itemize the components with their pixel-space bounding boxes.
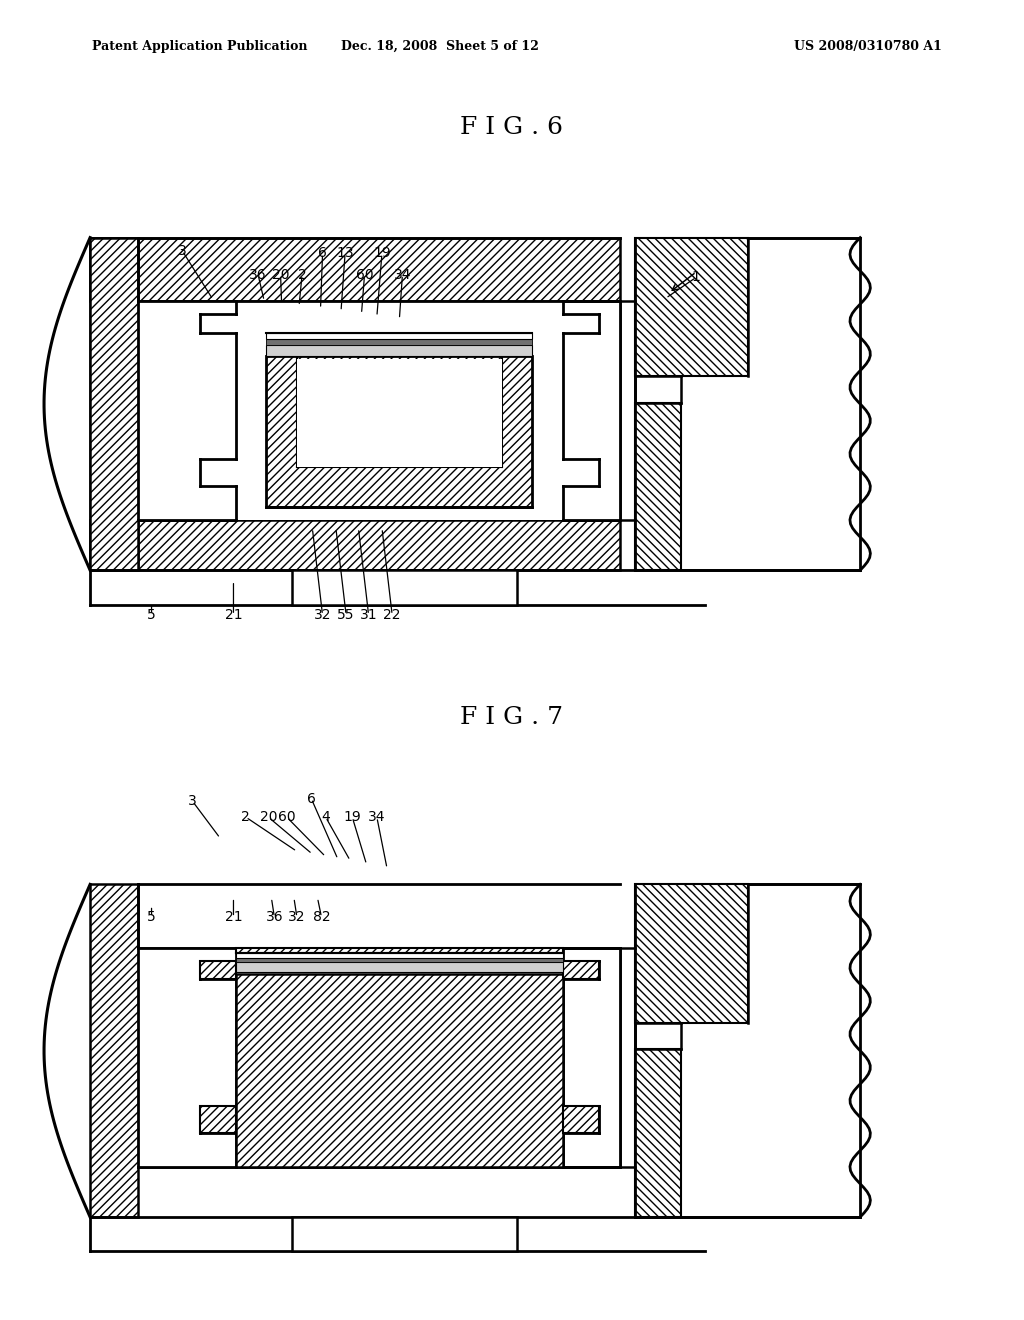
Bar	[200, 459, 236, 486]
Text: 21: 21	[224, 609, 243, 622]
Text: 3: 3	[178, 244, 186, 257]
Bar	[635, 884, 748, 1023]
Text: 21: 21	[224, 911, 243, 924]
Bar	[635, 884, 860, 1217]
Polygon shape	[90, 238, 236, 570]
Bar	[138, 301, 620, 520]
Bar	[236, 974, 563, 1167]
Text: 19: 19	[373, 247, 391, 260]
Bar	[200, 1106, 236, 1133]
Text: 22: 22	[383, 609, 401, 622]
Bar	[635, 403, 681, 570]
Bar	[236, 962, 563, 972]
Bar	[266, 345, 532, 356]
Text: Patent Application Publication: Patent Application Publication	[92, 40, 307, 53]
Bar	[563, 314, 599, 333]
Text: 32: 32	[288, 911, 306, 924]
Text: 55: 55	[337, 609, 355, 622]
Text: 5: 5	[147, 911, 156, 924]
Bar	[635, 238, 748, 376]
Text: 31: 31	[359, 609, 378, 622]
Text: 20: 20	[271, 268, 290, 281]
Bar	[236, 953, 563, 958]
Text: 4: 4	[322, 810, 330, 824]
Bar	[563, 1106, 599, 1133]
Bar	[200, 961, 236, 979]
Text: 2: 2	[298, 268, 306, 281]
Bar	[635, 1049, 681, 1217]
Bar	[236, 958, 563, 962]
Text: 34: 34	[368, 810, 386, 824]
Text: 13: 13	[336, 247, 354, 260]
Text: F I G . 6: F I G . 6	[461, 116, 563, 139]
Text: 19: 19	[343, 810, 361, 824]
Bar	[200, 314, 236, 333]
Text: 82: 82	[312, 911, 331, 924]
Bar	[236, 948, 563, 953]
Text: 34: 34	[393, 268, 412, 281]
Text: 20: 20	[259, 810, 278, 824]
Text: 6: 6	[307, 792, 315, 805]
Text: 2: 2	[242, 810, 250, 824]
Bar	[563, 961, 599, 979]
Text: 3: 3	[188, 795, 197, 808]
Bar	[297, 359, 502, 467]
Bar	[90, 238, 138, 570]
Text: US 2008/0310780 A1: US 2008/0310780 A1	[795, 40, 942, 53]
Bar	[138, 301, 236, 520]
Text: 36: 36	[249, 268, 267, 281]
Bar	[292, 570, 517, 605]
Bar	[266, 339, 532, 345]
Bar	[266, 333, 532, 339]
Bar	[266, 356, 532, 507]
Text: 36: 36	[265, 911, 284, 924]
Bar	[90, 238, 620, 301]
Text: F I G . 7: F I G . 7	[461, 706, 563, 729]
Text: 60: 60	[355, 268, 374, 281]
Text: Dec. 18, 2008  Sheet 5 of 12: Dec. 18, 2008 Sheet 5 of 12	[341, 40, 540, 53]
Bar	[563, 459, 599, 486]
Polygon shape	[90, 884, 236, 1217]
Bar	[138, 948, 620, 1167]
Text: 60: 60	[278, 810, 296, 824]
Polygon shape	[563, 301, 620, 520]
Bar	[635, 238, 860, 570]
Text: 5: 5	[147, 609, 156, 622]
Text: 1: 1	[692, 271, 700, 284]
Bar	[292, 1217, 517, 1251]
Polygon shape	[563, 948, 620, 1167]
Text: 6: 6	[318, 247, 327, 260]
Bar	[90, 520, 620, 570]
Text: 32: 32	[313, 609, 332, 622]
